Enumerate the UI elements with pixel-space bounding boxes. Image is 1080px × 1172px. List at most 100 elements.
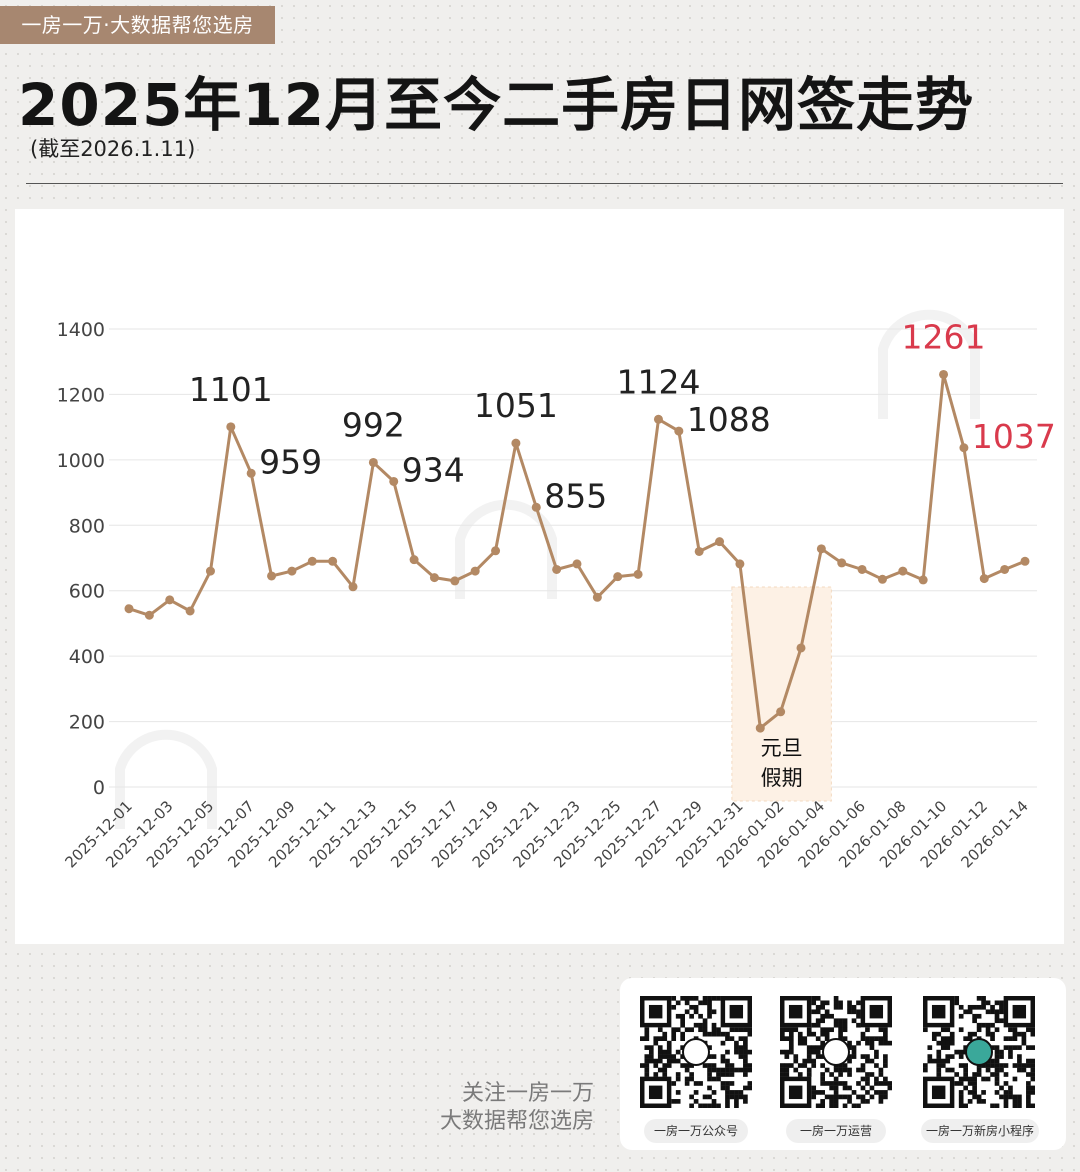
- qr-module: [856, 1000, 861, 1006]
- qr-module: [833, 1090, 839, 1095]
- qr-module: [874, 1076, 879, 1082]
- qr-module: [833, 1099, 839, 1104]
- qr-module: [820, 1004, 825, 1010]
- qr-module: [720, 1067, 726, 1073]
- data-point: [185, 606, 195, 616]
- qr-module: [738, 1054, 744, 1059]
- data-point: [165, 595, 175, 605]
- qr-module: [657, 1045, 663, 1050]
- qr-module: [1026, 1094, 1031, 1100]
- qr-module: [657, 1054, 663, 1059]
- qr-module: [725, 1103, 730, 1109]
- qr-label-operations: 一房一万运营: [786, 1119, 886, 1143]
- qr-module: [833, 1067, 839, 1073]
- qr-module: [838, 1031, 843, 1037]
- qr-module: [811, 1022, 817, 1028]
- qr-module: [994, 1072, 1000, 1077]
- qr-module: [711, 1063, 717, 1068]
- qr-module: [842, 1067, 848, 1073]
- qr-module: [883, 1094, 888, 1100]
- qr-module: [780, 1063, 785, 1068]
- y-tick-label: 1000: [57, 450, 105, 472]
- qr-module: [1026, 1045, 1031, 1050]
- qr-module: [883, 1031, 888, 1037]
- qr-module: [797, 1031, 803, 1037]
- data-point: [429, 573, 439, 583]
- qr-module: [874, 1054, 879, 1059]
- y-tick-label: 1200: [57, 384, 105, 406]
- qr-module: [729, 1067, 735, 1073]
- qr-module: [847, 1054, 852, 1059]
- qr-module: [985, 1063, 991, 1068]
- qr-module: [829, 1094, 834, 1100]
- qr-module: [1030, 1063, 1036, 1068]
- qr-center-logo-icon: [965, 1038, 993, 1066]
- qr-module: [707, 1103, 712, 1109]
- qr-module: [990, 1103, 995, 1109]
- qr-module: [847, 1045, 852, 1050]
- qr-module: [720, 1085, 726, 1091]
- qr-module: [972, 1004, 977, 1010]
- qr-module: [743, 1058, 748, 1064]
- qr-module: [784, 1063, 790, 1068]
- qr-module: [698, 1000, 703, 1006]
- qr-module: [967, 1031, 973, 1037]
- data-point: [1020, 556, 1030, 566]
- qr-module: [972, 1081, 977, 1086]
- qr-module: [833, 1000, 839, 1006]
- qr-module: [788, 1049, 794, 1055]
- qr-module: [940, 1040, 946, 1046]
- data-point: [918, 575, 928, 585]
- data-point: [450, 576, 460, 586]
- qr-module: [743, 1045, 748, 1050]
- qr-module: [860, 1031, 866, 1037]
- qr-module: [1021, 1067, 1027, 1073]
- qr-module: [675, 1099, 681, 1104]
- qr-module: [994, 1081, 1000, 1086]
- y-tick-label: 200: [69, 712, 105, 734]
- qr-module: [936, 1072, 942, 1077]
- qr-module: [976, 996, 982, 1001]
- qr-module: [734, 1040, 739, 1046]
- qr-module: [1017, 1067, 1022, 1073]
- qr-module: [729, 1094, 735, 1100]
- qr-module: [707, 1031, 712, 1037]
- qr-module: [865, 1072, 870, 1077]
- title-divider: [26, 183, 1063, 184]
- qr-module: [780, 1072, 785, 1077]
- qr-module: [833, 1004, 839, 1010]
- qr-module: [958, 1004, 964, 1010]
- data-point: [857, 564, 867, 574]
- qr-module: [684, 1081, 690, 1086]
- qr-module: [865, 1099, 870, 1104]
- qr-module: [747, 1063, 753, 1068]
- qr-module: [725, 1049, 730, 1055]
- qr-module: [936, 1040, 942, 1046]
- data-point: [389, 476, 399, 486]
- qr-module: [887, 1081, 893, 1086]
- qr-module: [838, 1036, 843, 1041]
- qr-module: [833, 1103, 839, 1109]
- qr-code-wechat-icon[interactable]: [780, 996, 893, 1109]
- qr-module: [671, 1036, 677, 1041]
- qr-module: [1030, 1027, 1036, 1033]
- data-point: [898, 566, 908, 576]
- qr-module: [743, 1094, 748, 1100]
- qr-code-official-account-icon[interactable]: [640, 996, 753, 1109]
- qr-module: [725, 1067, 730, 1073]
- qr-module: [976, 1067, 982, 1073]
- qr-module: [972, 1076, 977, 1082]
- qr-module: [860, 1063, 866, 1068]
- qr-module: [824, 1081, 830, 1086]
- qr-module: [1021, 1036, 1027, 1041]
- qr-code-mini-program-icon[interactable]: [923, 996, 1036, 1109]
- qr-module: [716, 1027, 721, 1033]
- qr-module: [684, 1076, 690, 1082]
- qr-module: [734, 1049, 739, 1055]
- qr-module: [865, 1090, 870, 1095]
- qr-module: [1017, 1045, 1022, 1050]
- qr-module: [990, 1004, 995, 1010]
- chart-grid: [109, 328, 1037, 788]
- qr-module: [923, 1027, 928, 1033]
- qr-module: [720, 1031, 726, 1037]
